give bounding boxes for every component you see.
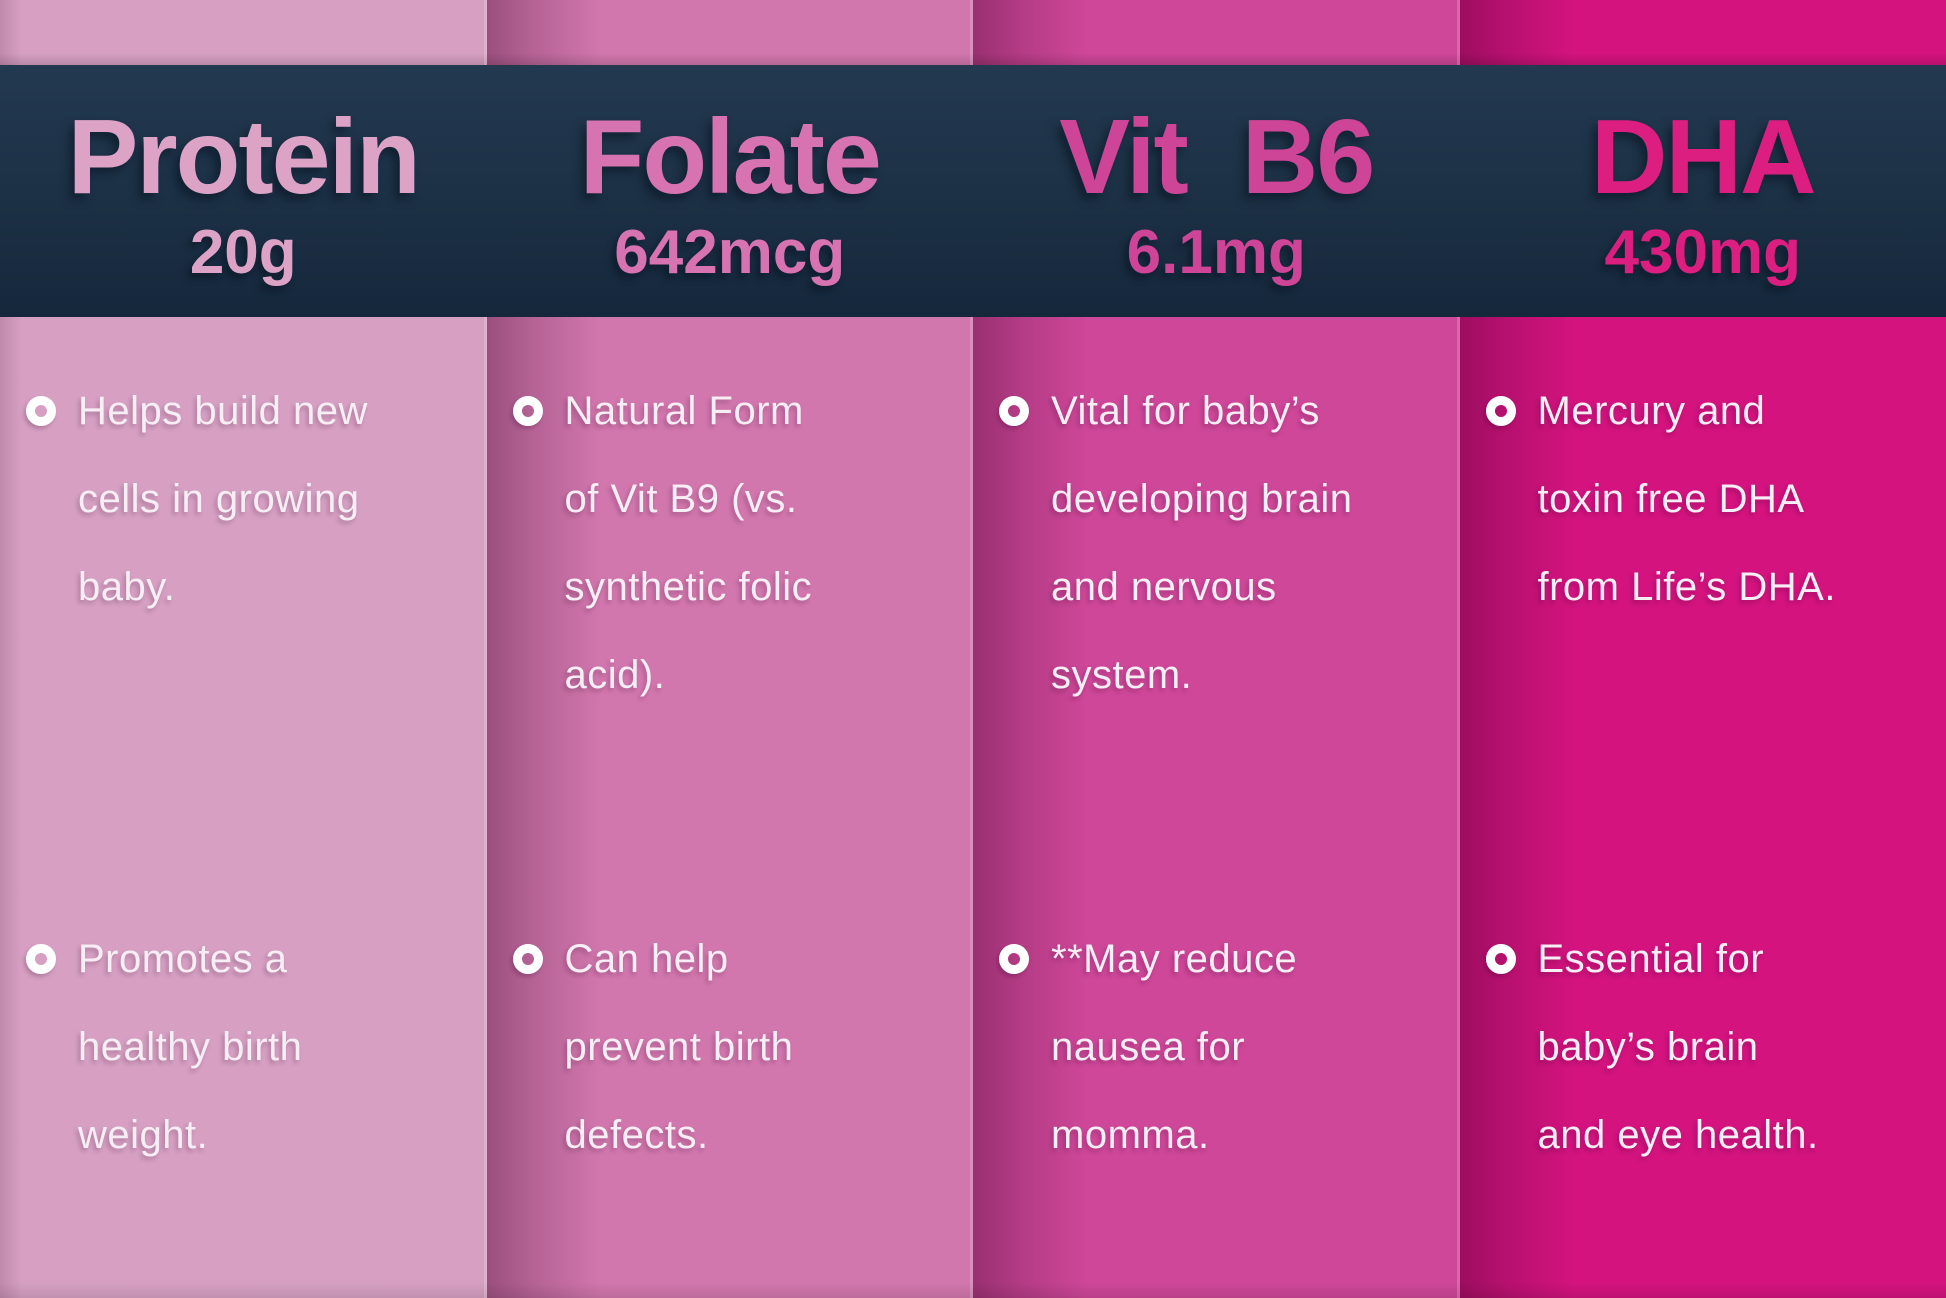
bullet-text: Promotes a healthy birth weight. <box>78 937 303 1157</box>
bullet-text: Helps build new cells in growing baby. <box>78 389 368 609</box>
nutrient-title: Protein <box>67 98 421 216</box>
bottom-shadow <box>486 1282 973 1298</box>
nutrient-amount: 6.1mg <box>1126 218 1306 287</box>
bullet-ring-icon <box>1485 396 1516 426</box>
list-item: Helps build new cells in growing baby. <box>26 367 479 631</box>
bullet-ring-icon <box>999 396 1029 426</box>
fold-shadow <box>486 0 973 65</box>
bullet-ring-icon <box>26 396 56 426</box>
strip-bottom-shadow <box>486 53 973 65</box>
fold-shadow <box>0 0 487 65</box>
list-item: Promotes a healthy birth weight. <box>26 915 479 1179</box>
benefits-panel-protein: Helps build new cells in growing baby. P… <box>0 317 487 1298</box>
fold-shadow <box>1459 0 1946 65</box>
strip-bottom-shadow <box>973 53 1460 65</box>
header-cell-vit-b6: Vit B6 6.1mg <box>973 65 1460 317</box>
bullet-text: Essential for baby’s brain and eye healt… <box>1537 937 1819 1157</box>
column-vit-b6: Vit B6 6.1mg Vital for baby’s developing… <box>973 0 1460 1298</box>
list-item: Natural Form of Vit B9 (vs. synthetic fo… <box>512 367 966 719</box>
column-dha: DHA 430mg Mercury and toxin free DHA fro… <box>1459 0 1946 1298</box>
bullet-ring-icon <box>1485 944 1516 974</box>
column-protein: Protein 20g Helps build new cells in gro… <box>0 0 487 1298</box>
header-cell-dha: DHA 430mg <box>1459 65 1946 317</box>
header-cell-protein: Protein 20g <box>0 65 487 317</box>
list-item: Mercury and toxin free DHA from Life’s D… <box>1485 367 1939 631</box>
bullet-text: Mercury and toxin free DHA from Life’s D… <box>1537 389 1836 609</box>
bullet-ring-icon <box>512 944 543 974</box>
bottom-shadow <box>0 1282 487 1298</box>
list-item: Vital for baby’s developing brain and ne… <box>999 367 1452 719</box>
benefits-panel-dha: Mercury and toxin free DHA from Life’s D… <box>1459 317 1946 1298</box>
nutrient-amount: 430mg <box>1604 218 1801 287</box>
bullet-text: **May reduce nausea for momma. <box>1051 937 1298 1157</box>
bottom-shadow <box>973 1282 1460 1298</box>
nutrient-amount: 642mcg <box>614 218 846 287</box>
bullet-text: Vital for baby’s developing brain and ne… <box>1051 389 1353 697</box>
strip-bottom-shadow <box>1459 53 1946 65</box>
top-strip <box>1459 0 1946 65</box>
list-item: **May reduce nausea for momma. <box>999 915 1452 1179</box>
header-cell-folate: Folate 642mcg <box>486 65 973 317</box>
bullet-ring-icon <box>26 944 56 974</box>
column-folate: Folate 642mcg Natural Form of Vit B9 (vs… <box>486 0 973 1298</box>
benefits-panel-folate: Natural Form of Vit B9 (vs. synthetic fo… <box>486 317 973 1298</box>
nutrient-amount: 20g <box>189 218 297 287</box>
bullet-ring-icon <box>999 944 1029 974</box>
bullet-text: Can help prevent birth defects. <box>564 937 794 1157</box>
top-strip <box>486 0 973 65</box>
nutrient-title: Folate <box>579 98 882 216</box>
bullet-text: Natural Form of Vit B9 (vs. synthetic fo… <box>564 389 813 697</box>
bullet-ring-icon <box>512 396 543 426</box>
list-item: Can help prevent birth defects. <box>512 915 966 1179</box>
top-strip <box>973 0 1460 65</box>
top-strip <box>0 0 487 65</box>
strip-bottom-shadow <box>0 53 487 65</box>
benefits-panel-vit-b6: Vital for baby’s developing brain and ne… <box>973 317 1460 1298</box>
nutrient-title: Vit B6 <box>1059 98 1375 216</box>
nutrient-title: DHA <box>1590 98 1817 216</box>
list-item: Essential for baby’s brain and eye healt… <box>1485 915 1939 1179</box>
bottom-shadow <box>1459 1282 1946 1298</box>
fold-shadow <box>973 0 1460 65</box>
